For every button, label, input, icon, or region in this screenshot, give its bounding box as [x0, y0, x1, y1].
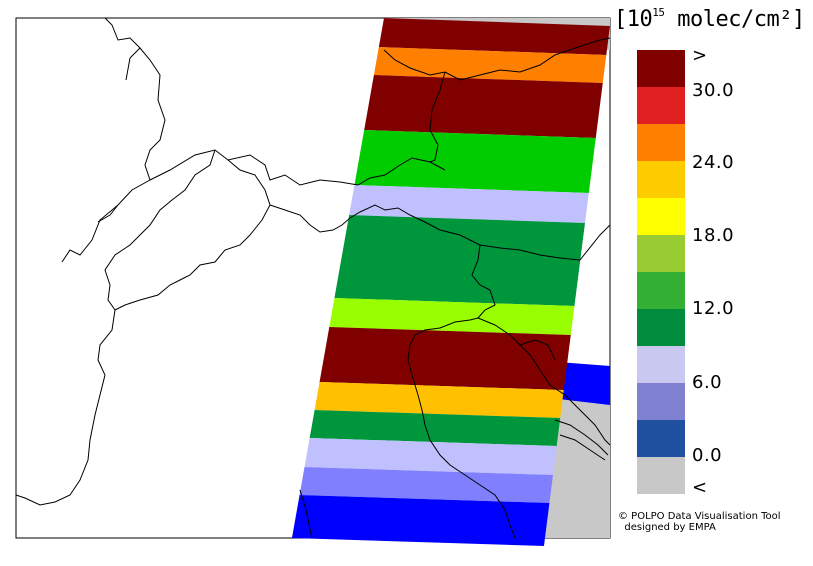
swath-band [334, 215, 585, 306]
legend-label: 18.0 [692, 225, 735, 246]
legend-swatch [637, 457, 685, 494]
legend-label: 12.0 [692, 298, 735, 319]
unit-label: [1015 molec/cm²] [614, 6, 805, 32]
legend-swatch [637, 346, 685, 383]
legend-label: 6.0 [692, 372, 723, 393]
legend-label: 30.0 [692, 80, 735, 101]
legend-swatch [637, 272, 685, 309]
credit-text: © POLPO Data Visualisation Tool designed… [618, 511, 781, 533]
swath-band [291, 495, 550, 546]
legend-swatch [637, 198, 685, 235]
credit-line-1: © POLPO Data Visualisation Tool [618, 511, 781, 522]
swath-band [329, 298, 575, 335]
legend-label: < [692, 477, 708, 498]
unit-prefix: [10 [614, 7, 653, 32]
legend-swatch [637, 383, 685, 420]
legend-swatch [637, 161, 685, 198]
unit-suffix: molec/cm²] [664, 7, 805, 32]
country-borders [15, 17, 611, 539]
credit-line-2: designed by EMPA [618, 522, 716, 533]
swath-band [299, 467, 553, 503]
unit-exponent: 15 [652, 6, 665, 19]
legend-label: > [692, 45, 708, 66]
swath-band [349, 185, 589, 223]
legend-label: 0.0 [692, 445, 723, 466]
legend-swatch [637, 87, 685, 124]
legend-swatch [637, 50, 685, 87]
legend-swatch [637, 124, 685, 161]
swath-band [314, 382, 564, 418]
swath-band [378, 18, 610, 55]
legend-swatch [637, 420, 685, 457]
satellite-swath [291, 18, 610, 546]
legend-swatch [637, 309, 685, 346]
legend-label: 24.0 [692, 152, 735, 173]
legend-swatch [637, 235, 685, 272]
swath-band [309, 410, 561, 446]
swath-band [304, 438, 557, 475]
swath-band [373, 47, 607, 83]
swath-band [364, 75, 603, 138]
swath-band [319, 327, 571, 390]
swath-band [354, 130, 596, 193]
